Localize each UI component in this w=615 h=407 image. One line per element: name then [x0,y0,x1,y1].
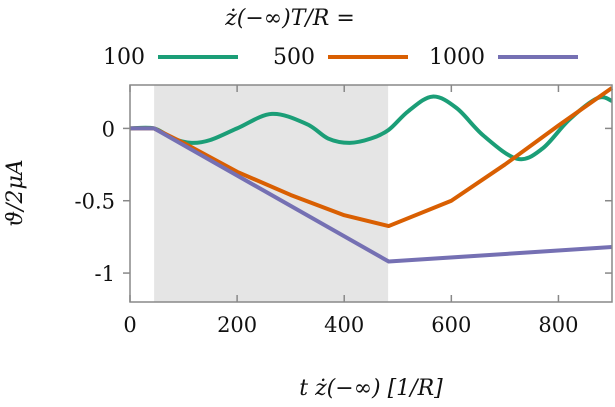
x-tick-label: 600 [431,313,471,337]
legend-label-1000: 1000 [429,45,485,70]
legend-label-100: 100 [103,45,145,70]
x-tick-label: 200 [217,313,257,337]
x-tick-label: 400 [324,313,364,337]
x-axis-label: t ż(−∞) [1/R] [299,376,443,401]
plot-frame [129,84,613,303]
series-line-1000 [130,126,613,264]
y-tick-label: -0.5 [75,190,116,214]
legend-title: ż(−∞)T/R = [224,6,355,31]
series-line-100 [129,94,613,162]
legend-label-500: 500 [273,45,315,70]
y-tick-label: -1 [95,262,115,286]
y-tick-label: 0 [102,117,115,141]
x-tick-label: 800 [538,313,578,337]
y-axis-label: ϑ/2μA [3,159,28,226]
x-tick-label: 0 [123,313,136,337]
legend: 100 500 1000 [103,45,578,70]
